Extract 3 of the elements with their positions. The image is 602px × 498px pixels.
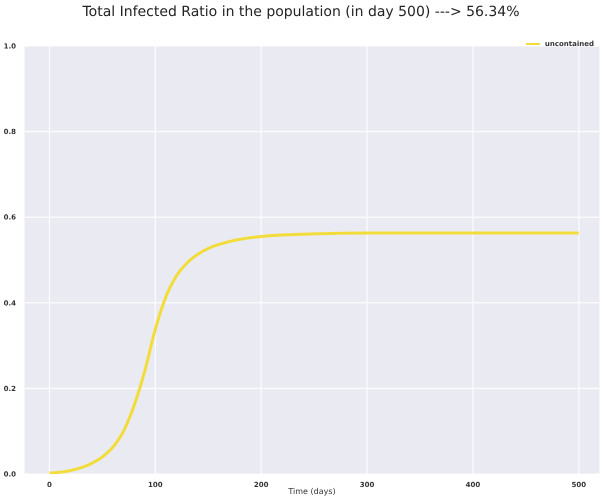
line-series bbox=[48, 232, 580, 474]
chart-title: Total Infected Ratio in the population (in day 500) ---> 56.34% bbox=[81, 4, 521, 20]
x-axis-title: Time (days) bbox=[287, 487, 336, 496]
